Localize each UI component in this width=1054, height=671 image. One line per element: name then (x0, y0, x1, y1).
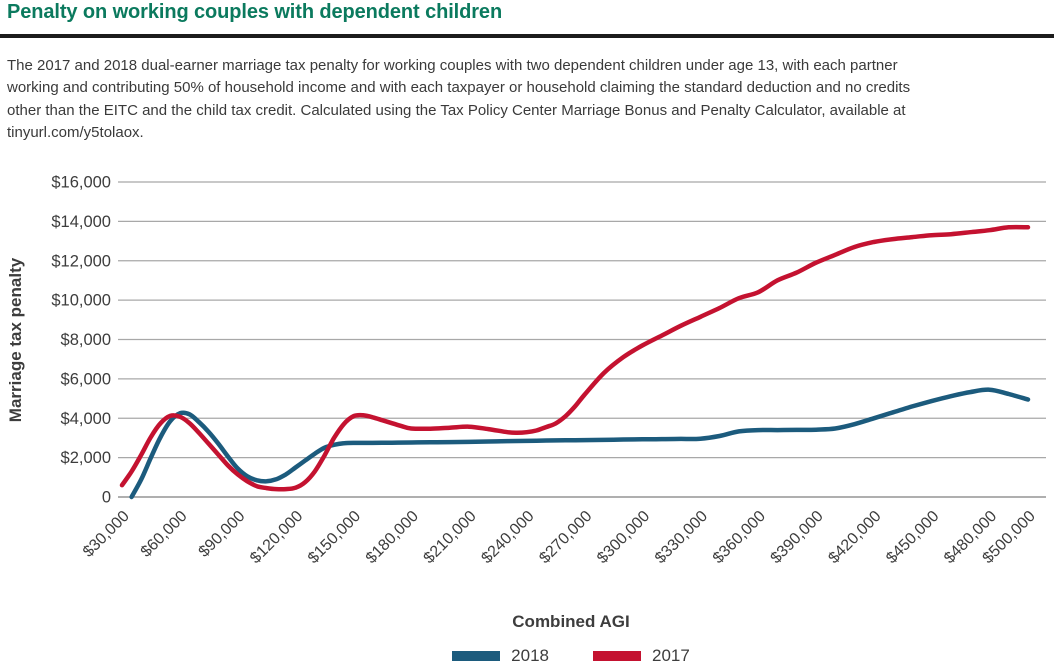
y-tick-label: $6,000 (61, 370, 111, 388)
y-tick-label: $8,000 (61, 331, 111, 349)
page-title: Penalty on working couples with dependen… (7, 1, 503, 23)
legend-swatch-2017-icon (593, 651, 641, 661)
legend-label-2018: 2018 (511, 646, 549, 665)
chart-legend: 2018 2017 (122, 646, 1020, 666)
x-tick-label: $300,000 (594, 508, 653, 567)
x-tick-label: $270,000 (536, 508, 595, 567)
y-tick-label: $4,000 (61, 410, 111, 428)
description-line: other than the EITC and the child tax cr… (7, 101, 906, 119)
x-tick-label: $120,000 (247, 508, 306, 567)
title-divider (0, 34, 1054, 38)
y-tick-label: 0 (102, 489, 111, 507)
y-tick-label: $10,000 (51, 292, 111, 310)
line-chart: Marriage tax penalty 0 $2,000 $4,000 $6,000… (6, 174, 1046, 567)
legend-label-2017: 2017 (652, 646, 690, 665)
legend-item-2018: 2018 (452, 646, 549, 666)
x-tick-label: $360,000 (710, 508, 769, 567)
description-line: tinyurl.com/y5tolaox. (7, 123, 144, 141)
x-tick-label: $420,000 (825, 508, 884, 567)
chart-description: The 2017 and 2018 dual-earner marriage t… (7, 55, 1017, 144)
legend-item-2017: 2017 (593, 646, 690, 666)
description-line: The 2017 and 2018 dual-earner marriage t… (7, 57, 898, 74)
series-line-2018 (129, 387, 1031, 500)
y-tick-label: $2,000 (61, 449, 111, 467)
x-tick-label: $210,000 (421, 508, 480, 567)
description-line: working and contributing 50% of househol… (7, 79, 911, 97)
x-tick-label: $30,000 (80, 508, 133, 561)
y-tick-label: $12,000 (51, 252, 111, 270)
x-tick-label: $330,000 (652, 508, 711, 567)
x-tick-label: $90,000 (196, 508, 249, 561)
x-tick-label: $240,000 (478, 508, 537, 567)
legend-swatch-2018-icon (452, 651, 501, 661)
y-tick-label: $14,000 (51, 213, 111, 231)
y-axis-title: Marriage tax penalty (6, 257, 25, 422)
y-tick-label: $16,000 (51, 174, 111, 192)
x-tick-label: $390,000 (768, 508, 827, 567)
x-tick-label: $450,000 (883, 508, 942, 567)
x-axis-title: Combined AGI (512, 612, 630, 631)
x-tick-label: $60,000 (138, 508, 191, 561)
x-tick-label: $150,000 (305, 508, 364, 567)
series-line-2017 (119, 224, 1031, 492)
x-tick-label: $180,000 (363, 508, 422, 567)
